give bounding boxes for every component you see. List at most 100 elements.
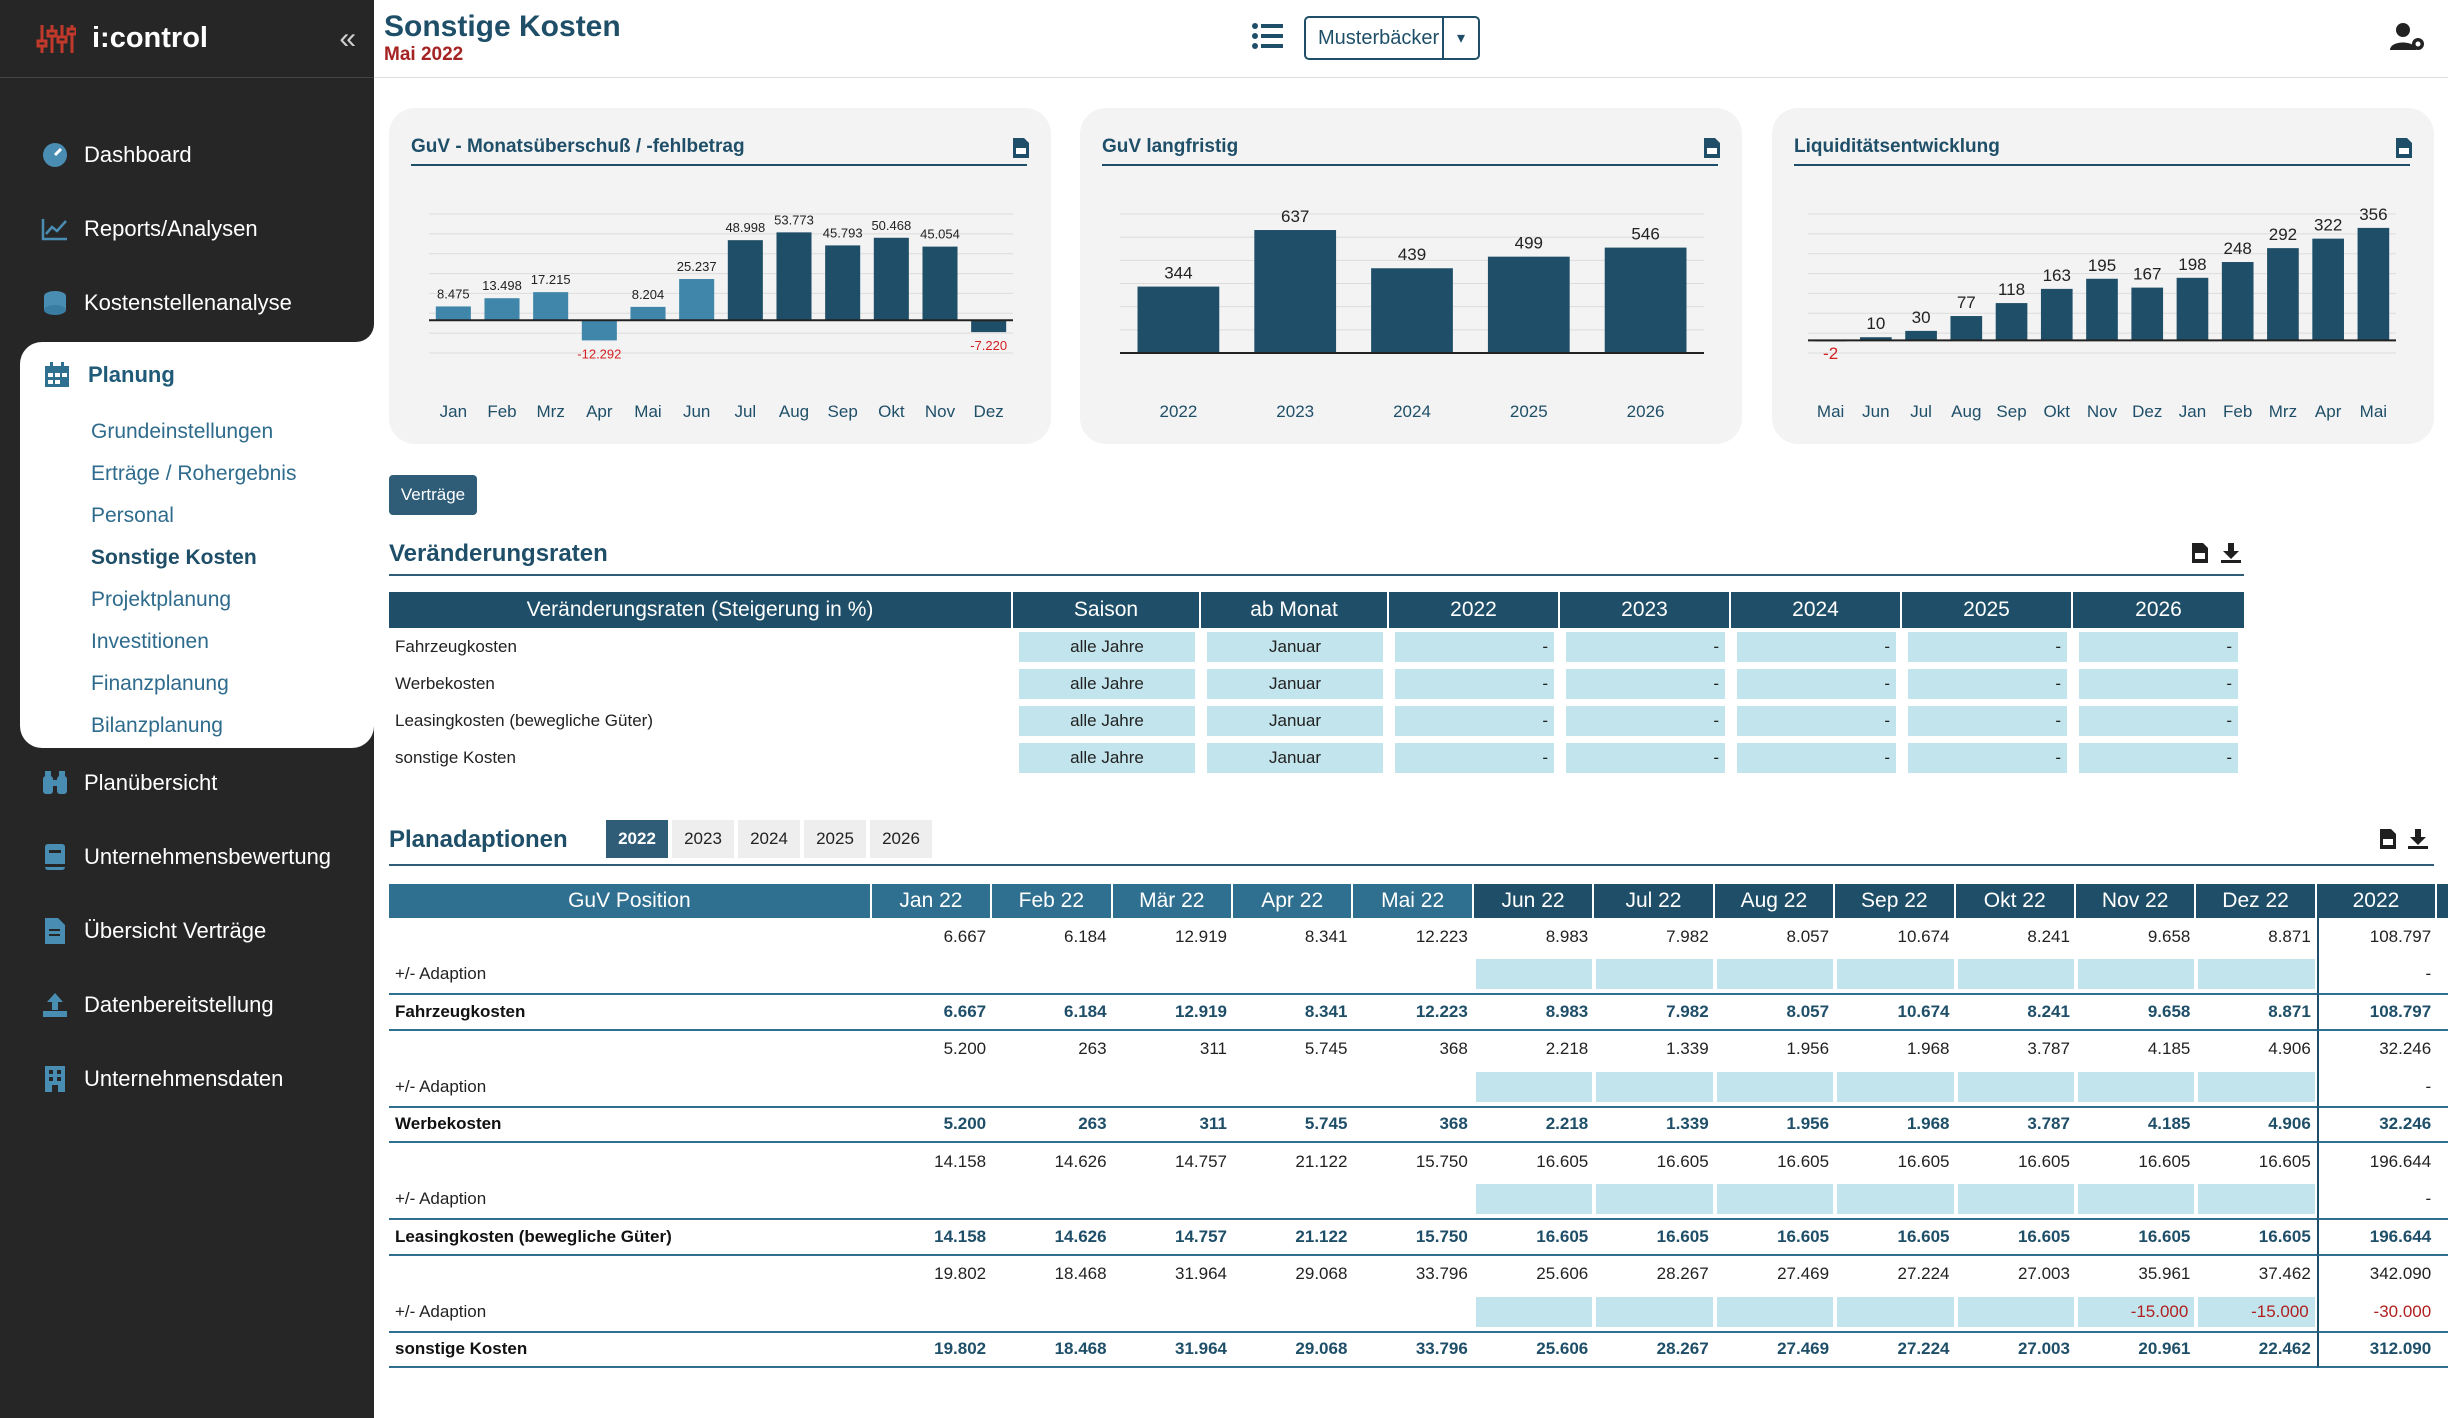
upload-icon <box>40 990 70 1020</box>
adaption-input[interactable] <box>1835 956 1955 994</box>
rate-input[interactable]: - <box>1731 702 1902 739</box>
collapse-sidebar-icon[interactable]: « <box>339 22 356 55</box>
rate-input[interactable]: - <box>1389 739 1560 776</box>
list-icon[interactable] <box>1252 22 1284 50</box>
row-label <box>389 1256 872 1294</box>
rate-input[interactable]: - <box>1902 628 2073 665</box>
sub-finanzplanung[interactable]: Finanzplanung <box>91 672 229 695</box>
adaption-input[interactable] <box>1474 1181 1594 1219</box>
year-tab-2023[interactable]: 2023 <box>672 820 734 858</box>
adaption-input[interactable] <box>2076 1181 2196 1219</box>
adaption-input[interactable] <box>1956 956 2076 994</box>
rate-input[interactable]: - <box>1902 665 2073 702</box>
pdf-export-icon[interactable] <box>1013 138 1029 158</box>
adaption-input[interactable] <box>2196 956 2316 994</box>
nav-unternehmensdaten[interactable]: Unternehmensdaten <box>40 1064 283 1094</box>
rate-input[interactable]: - <box>1560 628 1731 665</box>
month-select[interactable]: Januar <box>1201 665 1389 702</box>
adaption-input[interactable] <box>1594 956 1714 994</box>
adaption-input[interactable] <box>1594 1293 1714 1331</box>
adaption-input[interactable] <box>1594 1068 1714 1106</box>
year-tab-2022[interactable]: 2022 <box>606 820 668 858</box>
adaption-input[interactable] <box>1956 1181 2076 1219</box>
rate-input[interactable]: - <box>2073 739 2244 776</box>
adaption-input[interactable] <box>1835 1293 1955 1331</box>
sub-sonstige-kosten[interactable]: Sonstige Kosten <box>91 546 257 569</box>
month-select[interactable]: Januar <box>1201 702 1389 739</box>
saison-select[interactable]: alle Jahre <box>1013 628 1201 665</box>
saison-select[interactable]: alle Jahre <box>1013 702 1201 739</box>
sub-grundeinstellungen[interactable]: Grundeinstellungen <box>91 420 274 443</box>
year-tab-2026[interactable]: 2026 <box>870 820 932 858</box>
year-tab-2024[interactable]: 2024 <box>738 820 800 858</box>
pdf-export-icon[interactable] <box>2396 138 2412 158</box>
adaption-input[interactable] <box>1594 1181 1714 1219</box>
chevron-down-icon[interactable]: ▾ <box>1456 30 1466 47</box>
company-select[interactable]: Musterbäcker ▾ <box>1304 16 1480 60</box>
nav-kostenstellen[interactable]: Kostenstellenanalyse <box>40 288 292 318</box>
adaption-input[interactable] <box>1474 1068 1594 1106</box>
adaption-input[interactable] <box>1835 1181 1955 1219</box>
col-header: ab Monat <box>1201 592 1389 628</box>
adaption-input[interactable] <box>1715 1068 1835 1106</box>
rate-input[interactable]: - <box>1389 665 1560 702</box>
adaption-input[interactable] <box>1956 1293 2076 1331</box>
rate-input[interactable]: - <box>1731 628 1902 665</box>
download-icon[interactable] <box>2221 543 2241 563</box>
pdf-export-icon[interactable] <box>2192 543 2208 563</box>
rate-input[interactable]: - <box>1731 739 1902 776</box>
adaption-input[interactable] <box>2196 1068 2316 1106</box>
adaption-input[interactable] <box>1474 1293 1594 1331</box>
sub-personal[interactable]: Personal <box>91 504 174 527</box>
year-tab-2025[interactable]: 2025 <box>804 820 866 858</box>
rate-input[interactable]: - <box>2073 702 2244 739</box>
adaption-input[interactable] <box>2196 1181 2316 1219</box>
vertraege-button[interactable]: Verträge <box>389 475 477 515</box>
adaption-input[interactable]: -15.000 <box>2076 1293 2196 1331</box>
adaption-input[interactable] <box>1715 1181 1835 1219</box>
nav-dashboard[interactable]: Dashboard <box>40 140 192 170</box>
pdf-export-icon[interactable] <box>2380 829 2396 849</box>
rate-input[interactable]: - <box>2073 665 2244 702</box>
chart-bar <box>2357 227 2390 341</box>
saison-select[interactable]: alle Jahre <box>1013 665 1201 702</box>
cell: 7.982 <box>1666 926 1709 946</box>
sub-bilanzplanung[interactable]: Bilanzplanung <box>91 714 223 737</box>
adaption-input[interactable] <box>1474 956 1594 994</box>
user-settings-icon[interactable] <box>2390 22 2426 52</box>
rate-input[interactable]: - <box>1389 702 1560 739</box>
adaption-input[interactable]: -15.000 <box>2196 1293 2316 1331</box>
saison-select[interactable]: alle Jahre <box>1013 739 1201 776</box>
rate-input[interactable]: - <box>1902 739 2073 776</box>
plan-table-wrapper[interactable]: GuV Position Jan 22 Feb 22 Mär 22 Apr 22 Mai … <box>389 884 2448 1368</box>
nav-unternehmensbewertung[interactable]: Unternehmensbewertung <box>40 842 331 872</box>
nav-datenbereitstellung[interactable]: Datenbereitstellung <box>40 990 274 1020</box>
rate-input[interactable]: - <box>2073 628 2244 665</box>
nav-planuebersicht[interactable]: Planübersicht <box>40 768 217 798</box>
rate-input[interactable]: - <box>1902 702 2073 739</box>
adaption-input[interactable] <box>1715 956 1835 994</box>
sub-projektplanung[interactable]: Projektplanung <box>91 588 232 611</box>
adaption-input[interactable] <box>2076 1068 2196 1106</box>
pdf-export-icon[interactable] <box>1704 138 1720 158</box>
adaption-input[interactable] <box>1715 1293 1835 1331</box>
sub-investitionen[interactable]: Investitionen <box>91 630 209 653</box>
nav-planung[interactable]: Planung <box>44 362 175 388</box>
rate-input[interactable]: - <box>1560 665 1731 702</box>
tick-label: Apr <box>586 402 613 421</box>
rate-input[interactable]: - <box>1560 702 1731 739</box>
sub-ertraege[interactable]: Erträge / Rohergebnis <box>91 462 297 485</box>
rate-input[interactable]: - <box>1731 665 1902 702</box>
cell: 25.606 <box>1473 1330 1595 1368</box>
nav-uebersicht-vertraege[interactable]: Übersicht Verträge <box>40 916 266 946</box>
month-select[interactable]: Januar <box>1201 628 1389 665</box>
rate-input[interactable]: - <box>1560 739 1731 776</box>
adaption-input[interactable] <box>2076 956 2196 994</box>
download-icon[interactable] <box>2408 829 2428 849</box>
rate-input[interactable]: - <box>1389 628 1560 665</box>
adaption-input[interactable] <box>1956 1068 2076 1106</box>
col-header: Dez 22 <box>2196 884 2317 918</box>
adaption-input[interactable] <box>1835 1068 1955 1106</box>
nav-reports[interactable]: Reports/Analysen <box>40 214 258 244</box>
month-select[interactable]: Januar <box>1201 739 1389 776</box>
